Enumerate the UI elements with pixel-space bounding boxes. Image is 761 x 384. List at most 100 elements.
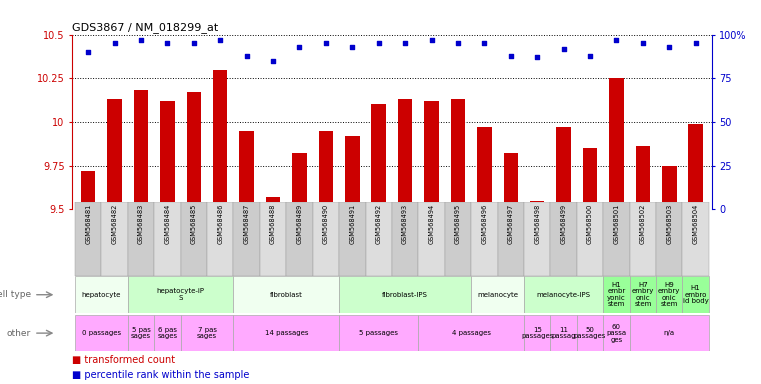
Point xyxy=(320,40,332,46)
Bar xyxy=(419,202,444,276)
Text: H9
embry
onic
stem: H9 embry onic stem xyxy=(658,282,680,308)
Bar xyxy=(128,276,234,313)
Bar xyxy=(656,202,683,276)
Text: GSM568483: GSM568483 xyxy=(138,204,144,244)
Bar xyxy=(107,99,122,209)
Text: 11
passag: 11 passag xyxy=(552,327,576,339)
Text: GSM568503: GSM568503 xyxy=(667,204,672,244)
Point xyxy=(610,37,622,43)
Text: GSM568485: GSM568485 xyxy=(191,204,197,244)
Text: 0 passages: 0 passages xyxy=(81,330,121,336)
Bar xyxy=(603,202,629,276)
Text: H1
embro
id body: H1 embro id body xyxy=(683,285,708,304)
Text: GSM568501: GSM568501 xyxy=(613,204,619,244)
Text: H7
embry
onic
stem: H7 embry onic stem xyxy=(632,282,654,308)
Bar xyxy=(524,276,603,313)
Point xyxy=(267,58,279,64)
Bar xyxy=(629,276,656,313)
Point xyxy=(505,53,517,59)
Bar xyxy=(180,315,234,351)
Bar xyxy=(128,315,154,351)
Text: H1
embr
yonic
stem: H1 embr yonic stem xyxy=(607,282,626,308)
Bar xyxy=(365,202,392,276)
Bar xyxy=(662,166,677,209)
Text: GSM568493: GSM568493 xyxy=(402,204,408,244)
Point xyxy=(689,40,702,46)
Bar xyxy=(629,202,656,276)
Bar xyxy=(577,315,603,351)
Text: ■ transformed count: ■ transformed count xyxy=(72,355,176,365)
Text: GSM568491: GSM568491 xyxy=(349,204,355,244)
Bar xyxy=(504,153,518,209)
Text: hepatocyte: hepatocyte xyxy=(81,292,121,298)
Bar xyxy=(234,276,339,313)
Text: 60
passa
ges: 60 passa ges xyxy=(607,324,626,343)
Point xyxy=(135,37,147,43)
Text: GSM568486: GSM568486 xyxy=(217,204,223,244)
Bar xyxy=(550,202,577,276)
Bar xyxy=(154,202,180,276)
Text: fibroblast-IPS: fibroblast-IPS xyxy=(382,292,428,298)
Bar xyxy=(550,315,577,351)
Bar xyxy=(213,70,228,209)
Point xyxy=(558,45,570,51)
Bar xyxy=(286,202,313,276)
Bar xyxy=(603,315,629,351)
Bar xyxy=(392,202,419,276)
Point xyxy=(294,44,306,50)
Point xyxy=(373,40,385,46)
Bar xyxy=(371,104,386,209)
Bar xyxy=(101,202,128,276)
Point xyxy=(663,44,675,50)
Bar xyxy=(240,131,254,209)
Bar xyxy=(234,315,339,351)
Text: n/a: n/a xyxy=(664,330,675,336)
Text: GSM568494: GSM568494 xyxy=(428,204,435,244)
Bar xyxy=(339,276,471,313)
Bar xyxy=(398,99,412,209)
Bar xyxy=(689,124,703,209)
Bar xyxy=(75,276,128,313)
Text: GSM568496: GSM568496 xyxy=(482,204,487,244)
Bar xyxy=(498,202,524,276)
Text: GSM568504: GSM568504 xyxy=(693,204,699,244)
Text: 4 passages: 4 passages xyxy=(452,330,491,336)
Text: GSM568482: GSM568482 xyxy=(112,204,117,244)
Bar xyxy=(180,202,207,276)
Text: GSM568499: GSM568499 xyxy=(561,204,567,244)
Point xyxy=(452,40,464,46)
Bar xyxy=(524,315,550,351)
Bar xyxy=(629,315,709,351)
Text: GDS3867 / NM_018299_at: GDS3867 / NM_018299_at xyxy=(72,22,218,33)
Bar xyxy=(313,202,339,276)
Bar xyxy=(419,315,524,351)
Point xyxy=(478,40,490,46)
Bar xyxy=(134,91,148,209)
Point xyxy=(399,40,411,46)
Bar xyxy=(207,202,234,276)
Bar xyxy=(471,202,498,276)
Bar xyxy=(75,202,101,276)
Bar xyxy=(451,99,465,209)
Point xyxy=(240,53,253,59)
Point xyxy=(531,54,543,60)
Bar xyxy=(683,276,709,313)
Text: 14 passages: 14 passages xyxy=(265,330,308,336)
Text: 5 passages: 5 passages xyxy=(359,330,398,336)
Bar xyxy=(524,202,550,276)
Bar xyxy=(75,315,128,351)
Text: 7 pas
sages: 7 pas sages xyxy=(197,327,217,339)
Text: GSM568495: GSM568495 xyxy=(455,204,461,244)
Bar xyxy=(234,202,260,276)
Point xyxy=(109,40,121,46)
Bar xyxy=(656,276,683,313)
Bar xyxy=(425,101,439,209)
Text: cell type: cell type xyxy=(0,290,30,299)
Point xyxy=(584,53,596,59)
Bar xyxy=(260,202,286,276)
Bar xyxy=(530,200,544,209)
Bar xyxy=(339,315,419,351)
Text: GSM568488: GSM568488 xyxy=(270,204,276,244)
Bar xyxy=(160,101,175,209)
Bar xyxy=(345,136,359,209)
